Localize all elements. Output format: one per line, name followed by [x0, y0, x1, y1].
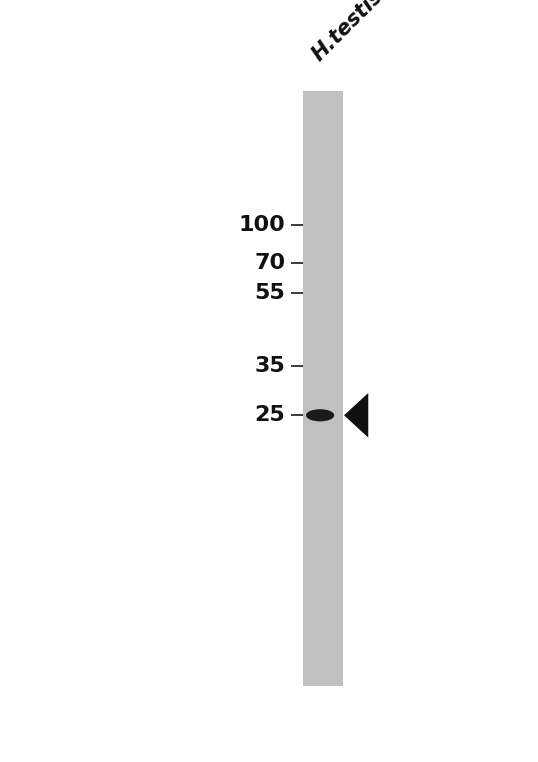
Text: 25: 25	[254, 405, 285, 425]
Text: 100: 100	[239, 215, 285, 235]
Text: 55: 55	[254, 283, 285, 303]
Text: 35: 35	[254, 356, 285, 376]
Ellipse shape	[306, 409, 334, 421]
Polygon shape	[344, 393, 368, 437]
Bar	[302, 91, 343, 686]
Text: 70: 70	[254, 253, 285, 273]
Text: H.testis: H.testis	[309, 0, 387, 65]
